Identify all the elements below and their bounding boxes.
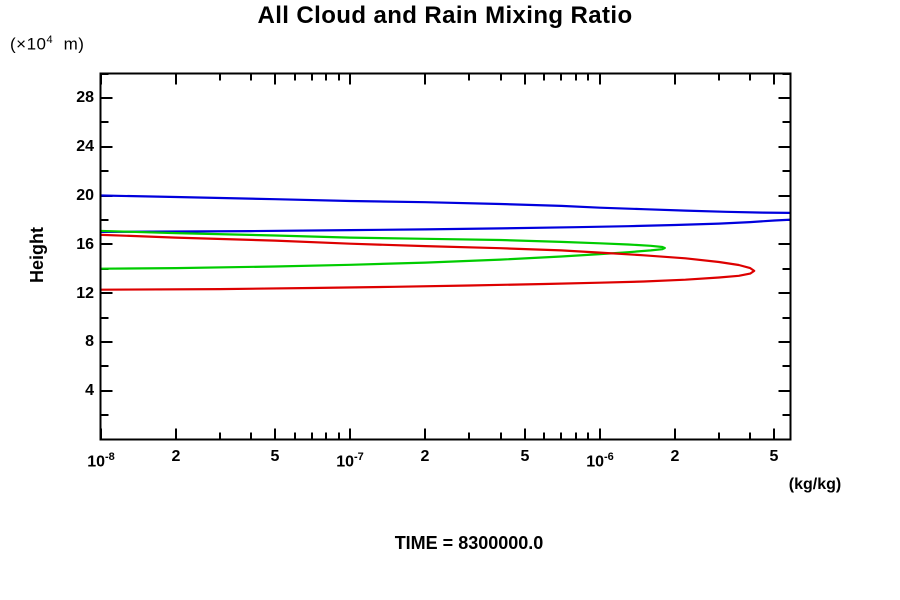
curve-red-profile [101, 233, 756, 291]
x-tick-label-base: 10 [586, 453, 604, 471]
y-tick-label: 24 [76, 138, 94, 155]
curve-blue-profile [101, 194, 790, 214]
x-tick-label-base: 10 [336, 453, 354, 471]
y-tick-label: 4 [85, 382, 94, 399]
x-tick-label-exponent: -6 [604, 451, 614, 463]
x-tick-label: 10-6 [560, 448, 640, 471]
x-tick-label: 10-7 [310, 448, 390, 471]
x-tick-label-base: 10 [87, 453, 105, 471]
y-tick-label: 12 [76, 285, 94, 302]
x-axis-unit-label: (kg/kg) [788, 476, 842, 493]
x-tick-label: 2 [420, 448, 430, 465]
y-unit-exponent: 4 [46, 34, 54, 46]
x-tick-label: 5 [270, 448, 280, 465]
chart-title: All Cloud and Rain Mixing Ratio [257, 2, 633, 29]
x-tick-label: 2 [670, 448, 680, 465]
y-tick-label: 28 [76, 89, 94, 106]
x-tick-label: 5 [769, 448, 779, 465]
plot-frame [99, 72, 792, 441]
x-tick-label-exponent: -8 [105, 451, 115, 463]
y-unit-suffix: m) [53, 34, 85, 54]
y-axis-unit-label: (×104 m) [10, 34, 84, 55]
x-tick-label: 5 [520, 448, 530, 465]
time-label: TIME = 8300000.0 [394, 533, 544, 553]
y-tick-label: 20 [76, 187, 94, 204]
y-unit-prefix: (×10 [10, 34, 47, 54]
curve-blue-profile [101, 218, 790, 233]
y-tick-label: 16 [76, 236, 94, 253]
x-tick-label-exponent: -7 [354, 451, 364, 463]
y-tick-label: 8 [85, 333, 94, 350]
x-tick-label: 2 [171, 448, 181, 465]
x-tick-label: 10-8 [61, 448, 141, 471]
curve-green-profile [101, 229, 666, 270]
